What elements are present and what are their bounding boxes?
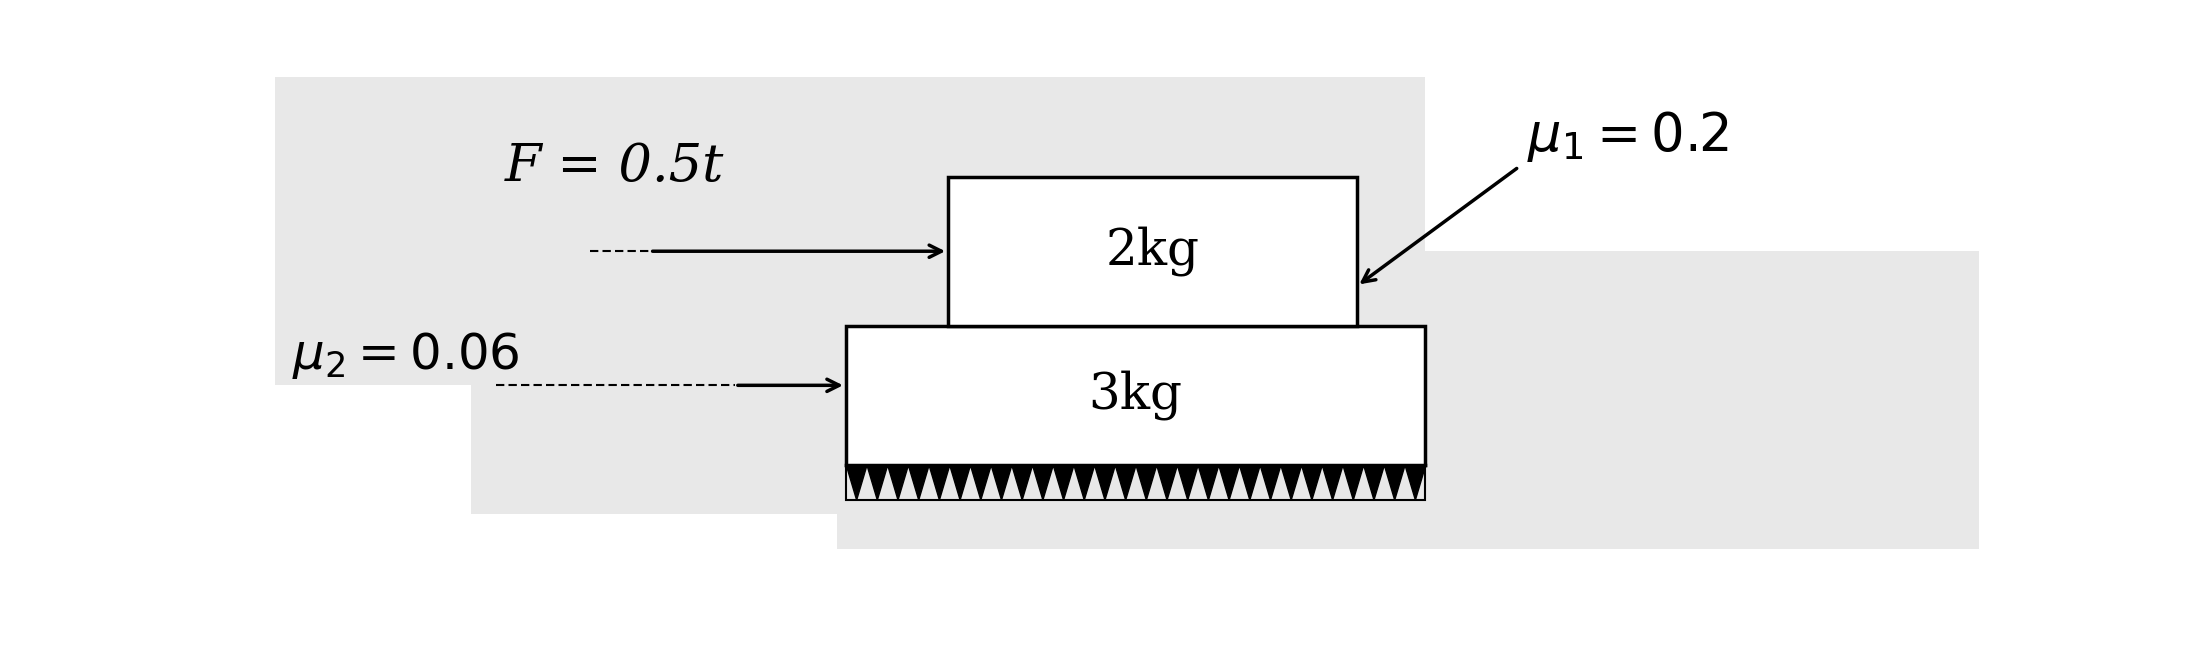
Text: 2kg: 2kg [1106, 226, 1198, 276]
Bar [1425, 251, 1979, 550]
Text: 3kg: 3kg [1089, 370, 1183, 421]
Text: F = 0.5t: F = 0.5t [506, 141, 723, 192]
Bar [471, 77, 838, 515]
Text: $\mu_1 = 0.2$: $\mu_1 = 0.2$ [1528, 110, 1728, 164]
Text: $\mu_2 = 0.06$: $\mu_2 = 0.06$ [292, 330, 519, 381]
Bar [838, 77, 1425, 550]
Bar [275, 77, 471, 385]
Bar [847, 326, 1425, 465]
Bar [948, 177, 1357, 326]
Bar [847, 465, 1425, 499]
